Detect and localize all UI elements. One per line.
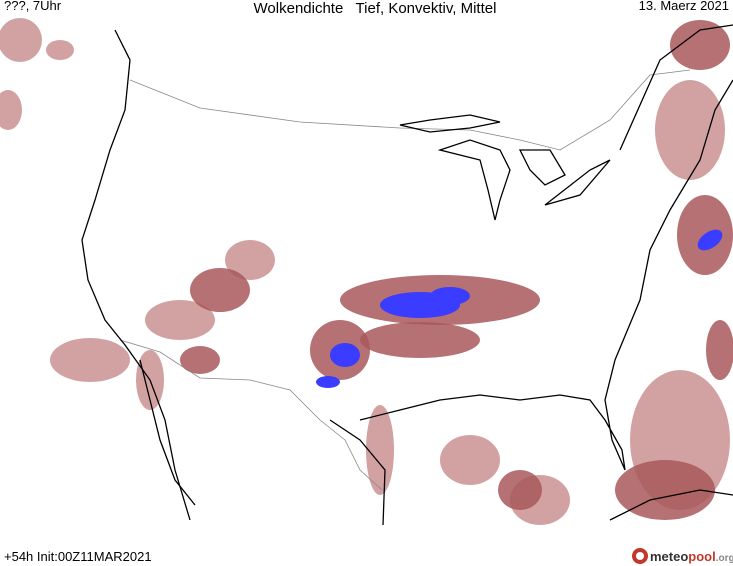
coast-cuba	[609, 489, 733, 521]
coast-mexico-gulf	[329, 419, 386, 526]
lake-huron	[518, 149, 566, 186]
border-canada	[129, 69, 691, 151]
cloud-thick	[316, 229, 723, 388]
lake-erie	[544, 159, 611, 206]
coast-baja	[139, 359, 196, 506]
coast-west	[81, 29, 191, 521]
date: 13. Maerz 2021	[639, 0, 729, 13]
coast-north	[619, 24, 733, 151]
logo-part: meteo	[650, 549, 688, 564]
logo-part: pool	[688, 549, 715, 564]
logo: meteopool.org	[650, 549, 733, 564]
logo-icon-inner	[636, 552, 644, 560]
logo-part: .org	[716, 553, 733, 564]
map-title: Wolkendichte Tief, Konvektiv, Mittel	[254, 0, 497, 17]
lake-superior	[399, 114, 501, 133]
init-info: +54h Init:00Z11MAR2021	[4, 549, 152, 564]
border-mexico	[119, 339, 383, 491]
footer-bar	[0, 525, 733, 566]
map	[0, 18, 733, 526]
valid-time: ???, 7Uhr	[4, 0, 62, 13]
coast-east	[359, 79, 733, 471]
lake-michigan	[437, 139, 511, 221]
